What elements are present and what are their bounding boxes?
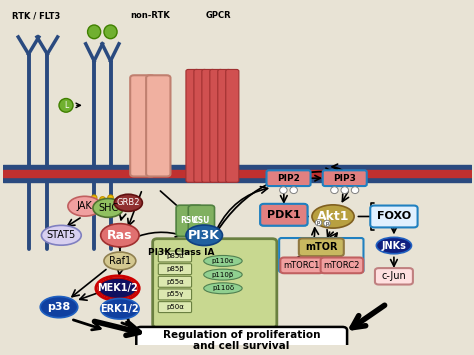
FancyBboxPatch shape xyxy=(226,70,239,182)
Text: Akt1: Akt1 xyxy=(317,210,349,223)
Text: GPCR: GPCR xyxy=(205,11,231,20)
Text: PI3K: PI3K xyxy=(188,229,220,242)
FancyBboxPatch shape xyxy=(210,70,223,182)
FancyBboxPatch shape xyxy=(158,251,191,262)
FancyBboxPatch shape xyxy=(158,289,191,300)
Text: mTORC1: mTORC1 xyxy=(283,261,320,270)
Text: p85α: p85α xyxy=(166,253,184,260)
Ellipse shape xyxy=(93,198,123,217)
Text: ERK1/2: ERK1/2 xyxy=(100,304,139,314)
Text: GRB2: GRB2 xyxy=(117,198,140,207)
FancyBboxPatch shape xyxy=(158,302,191,312)
FancyBboxPatch shape xyxy=(202,70,215,182)
FancyBboxPatch shape xyxy=(370,206,418,228)
FancyBboxPatch shape xyxy=(194,70,207,182)
Text: p38: p38 xyxy=(47,302,71,312)
Ellipse shape xyxy=(100,299,139,319)
Ellipse shape xyxy=(100,224,139,247)
Text: JNKs: JNKs xyxy=(382,241,406,251)
Text: RTK / FLT3: RTK / FLT3 xyxy=(12,11,60,20)
Ellipse shape xyxy=(108,195,113,201)
Text: L: L xyxy=(64,101,68,110)
Ellipse shape xyxy=(91,195,97,201)
Ellipse shape xyxy=(41,225,81,245)
Ellipse shape xyxy=(59,99,73,112)
FancyBboxPatch shape xyxy=(320,257,363,273)
FancyBboxPatch shape xyxy=(137,327,347,354)
Text: CSU: CSU xyxy=(193,217,210,225)
FancyBboxPatch shape xyxy=(153,239,277,328)
FancyBboxPatch shape xyxy=(176,205,202,236)
FancyBboxPatch shape xyxy=(299,238,344,256)
FancyBboxPatch shape xyxy=(218,70,231,182)
Ellipse shape xyxy=(204,283,242,294)
Ellipse shape xyxy=(204,269,242,280)
FancyBboxPatch shape xyxy=(188,205,215,236)
FancyBboxPatch shape xyxy=(280,257,323,273)
Text: c-Jun: c-Jun xyxy=(382,271,406,281)
Ellipse shape xyxy=(88,25,100,39)
FancyBboxPatch shape xyxy=(375,268,413,284)
Ellipse shape xyxy=(98,278,137,299)
Text: p55α: p55α xyxy=(166,279,184,285)
Ellipse shape xyxy=(68,196,101,216)
FancyBboxPatch shape xyxy=(260,204,308,226)
Ellipse shape xyxy=(315,219,322,226)
Text: JAK: JAK xyxy=(77,201,92,211)
Ellipse shape xyxy=(324,220,330,226)
Text: Raf1: Raf1 xyxy=(109,256,131,266)
Text: Ras: Ras xyxy=(107,229,133,242)
Ellipse shape xyxy=(376,237,411,254)
Text: PI3K Class IA: PI3K Class IA xyxy=(147,248,214,257)
FancyBboxPatch shape xyxy=(158,276,191,287)
Ellipse shape xyxy=(114,194,142,211)
Ellipse shape xyxy=(186,225,222,246)
Text: RSU: RSU xyxy=(181,217,198,225)
Ellipse shape xyxy=(351,187,359,193)
Text: mTORC2: mTORC2 xyxy=(324,261,360,270)
FancyBboxPatch shape xyxy=(146,75,171,176)
Text: FOXO: FOXO xyxy=(377,212,411,222)
Text: MEK1/2: MEK1/2 xyxy=(97,283,138,293)
Text: p: p xyxy=(325,221,328,226)
Ellipse shape xyxy=(331,187,338,193)
Ellipse shape xyxy=(280,187,287,193)
Ellipse shape xyxy=(40,296,78,318)
Text: p110α: p110α xyxy=(212,258,234,264)
Text: p55γ: p55γ xyxy=(166,291,184,297)
Ellipse shape xyxy=(104,25,117,39)
Text: p50α: p50α xyxy=(166,304,184,310)
Text: non-RTK: non-RTK xyxy=(130,11,170,20)
Text: SHC: SHC xyxy=(98,203,118,213)
Text: PIP3: PIP3 xyxy=(333,174,356,183)
Ellipse shape xyxy=(204,256,242,266)
Text: p: p xyxy=(317,220,320,225)
Text: mTOR: mTOR xyxy=(305,242,337,252)
Text: Regulation of proliferation
and cell survival: Regulation of proliferation and cell sur… xyxy=(163,330,320,351)
Ellipse shape xyxy=(104,252,136,270)
Text: p85β: p85β xyxy=(166,266,184,272)
FancyBboxPatch shape xyxy=(323,170,367,186)
Ellipse shape xyxy=(290,187,297,193)
FancyBboxPatch shape xyxy=(158,264,191,275)
Text: p110β: p110β xyxy=(212,272,234,278)
Text: p110δ: p110δ xyxy=(212,285,234,291)
Text: STAT5: STAT5 xyxy=(47,230,76,240)
FancyBboxPatch shape xyxy=(266,170,310,186)
Ellipse shape xyxy=(341,187,348,193)
Ellipse shape xyxy=(100,197,105,202)
Text: PIP2: PIP2 xyxy=(277,174,300,183)
FancyBboxPatch shape xyxy=(186,70,199,182)
Ellipse shape xyxy=(312,205,354,228)
Text: PDK1: PDK1 xyxy=(267,210,301,220)
FancyBboxPatch shape xyxy=(130,75,155,176)
